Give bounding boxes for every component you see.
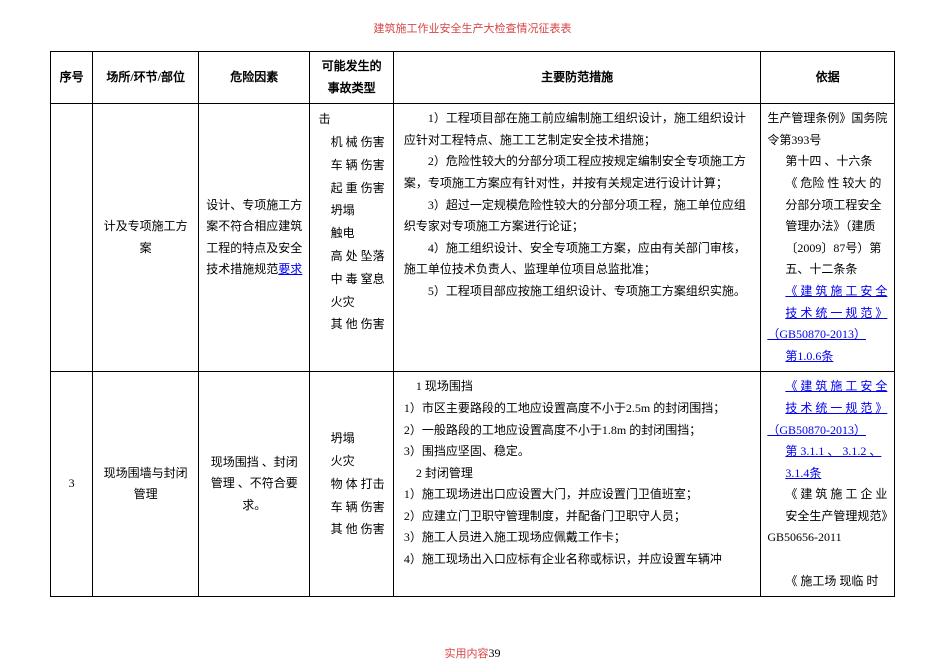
- footer-label: 实用内容: [445, 648, 489, 660]
- header-risk: 危险因素: [199, 52, 310, 104]
- basis-link[interactable]: 第1.0.6条: [767, 346, 888, 368]
- risk-table: 序号 场所/环节/部位 危险因素 可能发生的事故类型 主要防范措施 依据 计及专…: [50, 51, 895, 597]
- basis-link[interactable]: （GB50870-2013）: [767, 327, 866, 341]
- table-row: 计及专项施工方案 设计、专项施工方案不符合相应建筑工程的特点及安全技术措施规范要…: [51, 104, 895, 372]
- cell-accident: 击 机 械 伤害 车 辆 伤害 起 重 伤害 坍塌 触电 高 处 坠落 中 毒 …: [310, 104, 394, 372]
- accident-list: 坍塌 火灾 物 体 打击 车 辆 伤害 其 他 伤害: [319, 427, 385, 541]
- measure-text: 1）工程项目部在施工前应编制施工组织设计，施工组织设计应针对工程特点、施工工艺制…: [400, 108, 754, 302]
- basis-text: 第十四 、十六条: [767, 151, 888, 173]
- header-place: 场所/环节/部位: [93, 52, 199, 104]
- page-footer: 实用内容39: [50, 645, 895, 661]
- cell-risk: 设计、专项施工方案不符合相应建筑工程的特点及安全技术措施规范要求: [199, 104, 310, 372]
- cell-basis: 生产管理条例》国务院令第393号 第十四 、十六条 《 危险 性 较大 的分部分…: [761, 104, 895, 372]
- basis-text: 生产管理条例》国务院令第393号: [767, 111, 887, 147]
- header-seq: 序号: [51, 52, 93, 104]
- table-header-row: 序号 场所/环节/部位 危险因素 可能发生的事故类型 主要防范措施 依据: [51, 52, 895, 104]
- page-header-title: 建筑施工作业安全生产大检查情况征表表: [50, 20, 895, 36]
- basis-text: 《 施工场 现临 时: [767, 571, 888, 593]
- measure-text: 1 现场围挡 1）市区主要路段的工地应设置高度不小于2.5m 的封闭围挡； 2）…: [400, 376, 754, 570]
- basis-text: GB50656-2011: [767, 530, 841, 544]
- basis-link[interactable]: （GB50870-2013）: [767, 423, 866, 437]
- cell-risk: 现场围挡 、封闭管理 、不符合要求。: [199, 372, 310, 597]
- cell-seq: [51, 104, 93, 372]
- table-row: 3 现场围墙与封闭管理 现场围挡 、封闭管理 、不符合要求。 坍塌 火灾 物 体…: [51, 372, 895, 597]
- cell-place: 现场围墙与封闭管理: [93, 372, 199, 597]
- footer-page-number: 39: [489, 646, 501, 660]
- accident-list: 击 机 械 伤害 车 辆 伤害 起 重 伤害 坍塌 触电 高 处 坠落 中 毒 …: [319, 108, 385, 336]
- cell-accident: 坍塌 火灾 物 体 打击 车 辆 伤害 其 他 伤害: [310, 372, 394, 597]
- header-accident: 可能发生的事故类型: [310, 52, 394, 104]
- cell-basis: 《 建 筑 施 工 安 全技 术 统 一 规 范 》 （GB50870-2013…: [761, 372, 895, 597]
- basis-link[interactable]: 《 建 筑 施 工 安 全技 术 统 一 规 范 》: [767, 281, 888, 324]
- cell-measure: 1 现场围挡 1）市区主要路段的工地应设置高度不小于2.5m 的封闭围挡； 2）…: [393, 372, 760, 597]
- basis-text: 《 建 筑 施 工 企 业安全生产管理规范》: [767, 484, 888, 527]
- basis-text: 《 危险 性 较大 的分部分项工程安全管理办法》（建质〔2009〕87号）第五、…: [767, 173, 888, 281]
- basis-link[interactable]: 《 建 筑 施 工 安 全技 术 统 一 规 范 》: [767, 376, 888, 419]
- basis-link[interactable]: 第 3.1.1 、 3.1.2 、3.1.4条: [767, 441, 888, 484]
- cell-place: 计及专项施工方案: [93, 104, 199, 372]
- header-basis: 依据: [761, 52, 895, 104]
- cell-measure: 1）工程项目部在施工前应编制施工组织设计，施工组织设计应针对工程特点、施工工艺制…: [393, 104, 760, 372]
- header-measure: 主要防范措施: [393, 52, 760, 104]
- risk-link[interactable]: 要求: [278, 262, 302, 276]
- cell-seq: 3: [51, 372, 93, 597]
